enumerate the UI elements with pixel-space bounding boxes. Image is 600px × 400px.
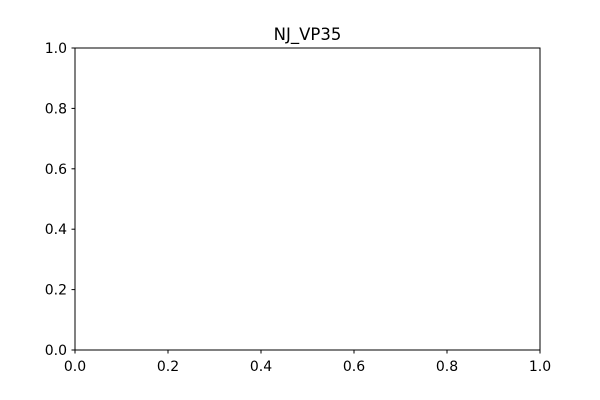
x-tick-label: 0.8 xyxy=(436,359,458,375)
y-tick-label: 0.6 xyxy=(45,162,67,178)
y-tick-label: 0.2 xyxy=(45,283,67,299)
x-axis-ticks: 0.0 0.2 0.4 0.6 0.8 1.0 xyxy=(64,350,551,375)
y-axis-ticks: 0.0 0.2 0.4 0.6 0.8 1.0 xyxy=(45,41,75,359)
chart-title: NJ_VP35 xyxy=(274,25,342,45)
x-tick-label: 0.0 xyxy=(64,359,86,375)
y-tick-label: 0.0 xyxy=(45,343,67,359)
x-tick-label: 0.6 xyxy=(343,359,365,375)
plot-area-frame xyxy=(74,47,541,351)
y-tick-label: 1.0 xyxy=(45,41,67,57)
y-tick-label: 0.8 xyxy=(45,101,67,117)
x-tick-label: 0.4 xyxy=(250,359,272,375)
y-tick-label: 0.4 xyxy=(45,222,67,238)
x-tick-label: 1.0 xyxy=(529,359,551,375)
x-tick-label: 0.2 xyxy=(157,359,179,375)
